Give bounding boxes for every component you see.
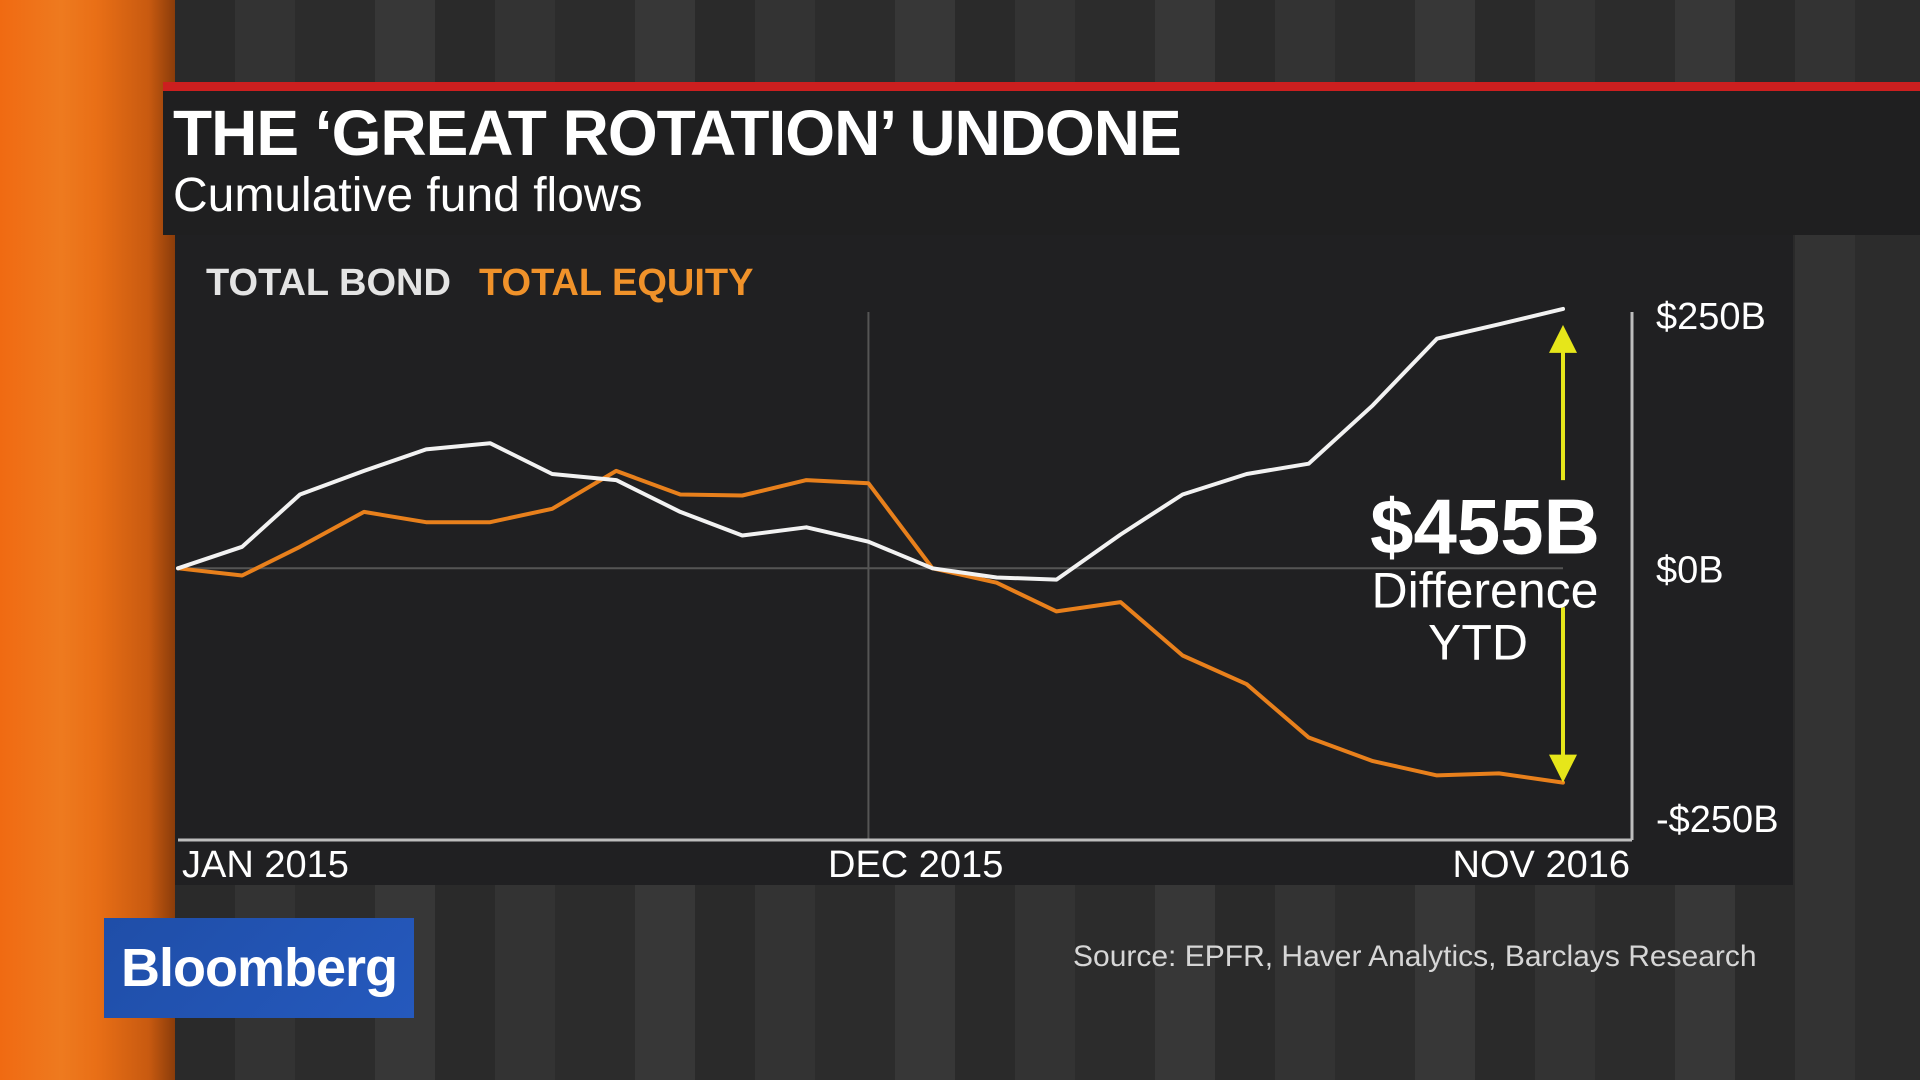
series-line-total-bond: [176, 306, 1565, 582]
annotation-line1: Difference: [1372, 562, 1599, 618]
x-tick-label: DEC 2015: [828, 844, 1003, 886]
annotation-value: $455B: [1370, 482, 1600, 570]
series-line-total-equity: [176, 468, 1565, 785]
red-accent-rule: [163, 82, 1920, 91]
logo-text: Bloomberg: [120, 938, 398, 998]
title-panel: [163, 82, 1920, 235]
legend-total-bond: TOTAL BOND: [206, 262, 451, 304]
orange-side-band: [0, 0, 175, 1080]
bloomberg-logo: Bloomberg: [104, 918, 414, 1018]
chart-subtitle: Cumulative fund flows: [173, 169, 643, 222]
source-note: Source: EPFR, Haver Analytics, Barclays …: [1073, 940, 1757, 973]
chart-title: THE ‘GREAT ROTATION’ UNDONE: [173, 97, 1182, 169]
x-tick-label: NOV 2016: [1453, 844, 1630, 886]
y-tick-label: $0B: [1656, 549, 1724, 591]
legend-total-equity: TOTAL EQUITY: [479, 262, 754, 304]
y-tick-label: $250B: [1656, 296, 1766, 338]
y-tick-label: -$250B: [1656, 799, 1779, 841]
annotation-line2: YTD: [1428, 614, 1528, 670]
x-tick-label: JAN 2015: [182, 844, 349, 886]
